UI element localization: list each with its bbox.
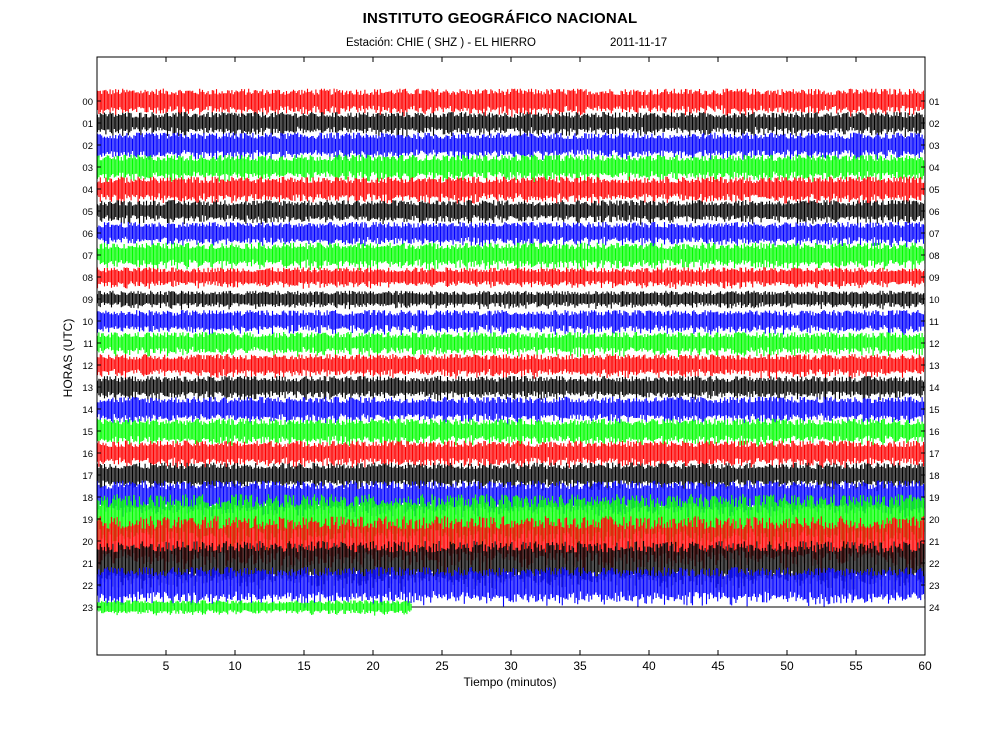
hour-label-right: 23 (929, 581, 940, 592)
hour-label-left: 23 (82, 603, 93, 614)
hour-label-left: 08 (82, 273, 93, 284)
trace-hour-23 (97, 600, 412, 616)
hour-label-right: 17 (929, 449, 940, 460)
hour-label-right: 12 (929, 339, 940, 350)
hour-label-left: 22 (82, 581, 93, 592)
hour-label-left: 11 (83, 339, 93, 350)
hour-label-left: 01 (82, 119, 93, 130)
chart-title: INSTITUTO GEOGRÁFICO NACIONAL (362, 10, 638, 27)
x-axis: 5 10 15 20 25 30 35 40 45 50 55 60 (163, 57, 932, 673)
station-label: Estación: CHIE ( SHZ ) - EL HIERRO (346, 37, 536, 49)
hour-label-right: 14 (929, 383, 940, 394)
trace-hour-07 (97, 242, 925, 271)
x-tick-label: 10 (228, 659, 242, 673)
hour-label-right: 04 (929, 163, 940, 174)
trace-hour-12 (97, 354, 925, 380)
hour-label-right: 05 (929, 185, 940, 196)
hour-label-right: 11 (929, 317, 939, 328)
hour-label-left: 21 (82, 559, 93, 570)
x-tick-label: 35 (573, 659, 587, 673)
hour-label-left: 09 (82, 295, 93, 306)
x-axis-label: Tiempo (minutos) (463, 675, 557, 689)
hour-label-right: 22 (929, 559, 940, 570)
hour-label-right: 01 (929, 97, 940, 108)
hour-label-right: 09 (929, 273, 940, 284)
hour-label-right: 24 (929, 603, 940, 614)
hour-label-right: 02 (929, 119, 940, 130)
x-tick-label: 40 (642, 659, 656, 673)
hour-label-left: 18 (82, 493, 93, 504)
chart-subtitle: Estación: CHIE ( SHZ ) - EL HIERRO 2011-… (0, 37, 1000, 53)
x-tick-label: 55 (849, 659, 863, 673)
trace-hour-04 (97, 176, 925, 205)
hour-label-left: 13 (82, 383, 93, 394)
x-tick-label: 30 (504, 659, 518, 673)
hour-label-left: 19 (82, 515, 93, 526)
hour-label-right: 07 (929, 229, 940, 240)
x-tick-label: 20 (366, 659, 380, 673)
hour-label-left: 06 (82, 229, 93, 240)
hour-label-right: 03 (929, 141, 940, 152)
x-tick-label: 25 (435, 659, 449, 673)
hour-label-right: 16 (929, 427, 940, 438)
hour-label-left: 10 (82, 317, 93, 328)
hour-label-left: 15 (82, 427, 93, 438)
hour-label-right: 20 (929, 515, 940, 526)
hour-label-left: 00 (82, 97, 93, 108)
trace-hour-10 (97, 310, 925, 336)
trace-hour-08 (97, 267, 925, 289)
hour-label-right: 10 (929, 295, 940, 306)
hour-label-left: 05 (82, 207, 93, 218)
hour-label-left: 14 (82, 405, 93, 416)
x-tick-label: 50 (780, 659, 794, 673)
trace-hour-09 (97, 290, 925, 310)
hour-label-right: 21 (929, 537, 940, 548)
hour-label-left: 12 (82, 361, 93, 372)
y-axis-label: HORAS (UTC) (61, 318, 75, 398)
y-axis-left: 00 01 02 03 04 05 06 07 08 09 10 11 12 13 14 15 16 17 18 19… (82, 97, 101, 614)
hour-label-left: 03 (82, 163, 93, 174)
trace-hour-11 (97, 332, 925, 357)
seismic-traces (97, 88, 925, 616)
trace-hour-05 (97, 200, 925, 225)
hour-label-left: 20 (82, 537, 93, 548)
y-axis-right: 01 02 03 04 05 06 07 08 09 10 11 12 13 14 15 16 17 18 19 20… (921, 97, 940, 614)
hour-label-left: 02 (82, 141, 93, 152)
x-tick-label: 60 (918, 659, 932, 673)
trace-hour-16 (97, 440, 925, 469)
hour-label-right: 15 (929, 405, 940, 416)
hour-label-right: 19 (929, 493, 940, 504)
x-tick-label: 45 (711, 659, 725, 673)
hour-label-left: 16 (82, 449, 93, 460)
x-tick-label: 5 (163, 659, 170, 673)
hour-label-right: 06 (929, 207, 940, 218)
hour-label-right: 08 (929, 251, 940, 262)
x-tick-label: 15 (297, 659, 311, 673)
hour-label-right: 18 (929, 471, 940, 482)
hour-label-left: 04 (82, 185, 93, 196)
hour-label-left: 17 (82, 471, 93, 482)
hour-label-right: 13 (929, 361, 940, 372)
hour-label-left: 07 (82, 251, 93, 262)
date-label: 2011-11-17 (610, 37, 668, 49)
